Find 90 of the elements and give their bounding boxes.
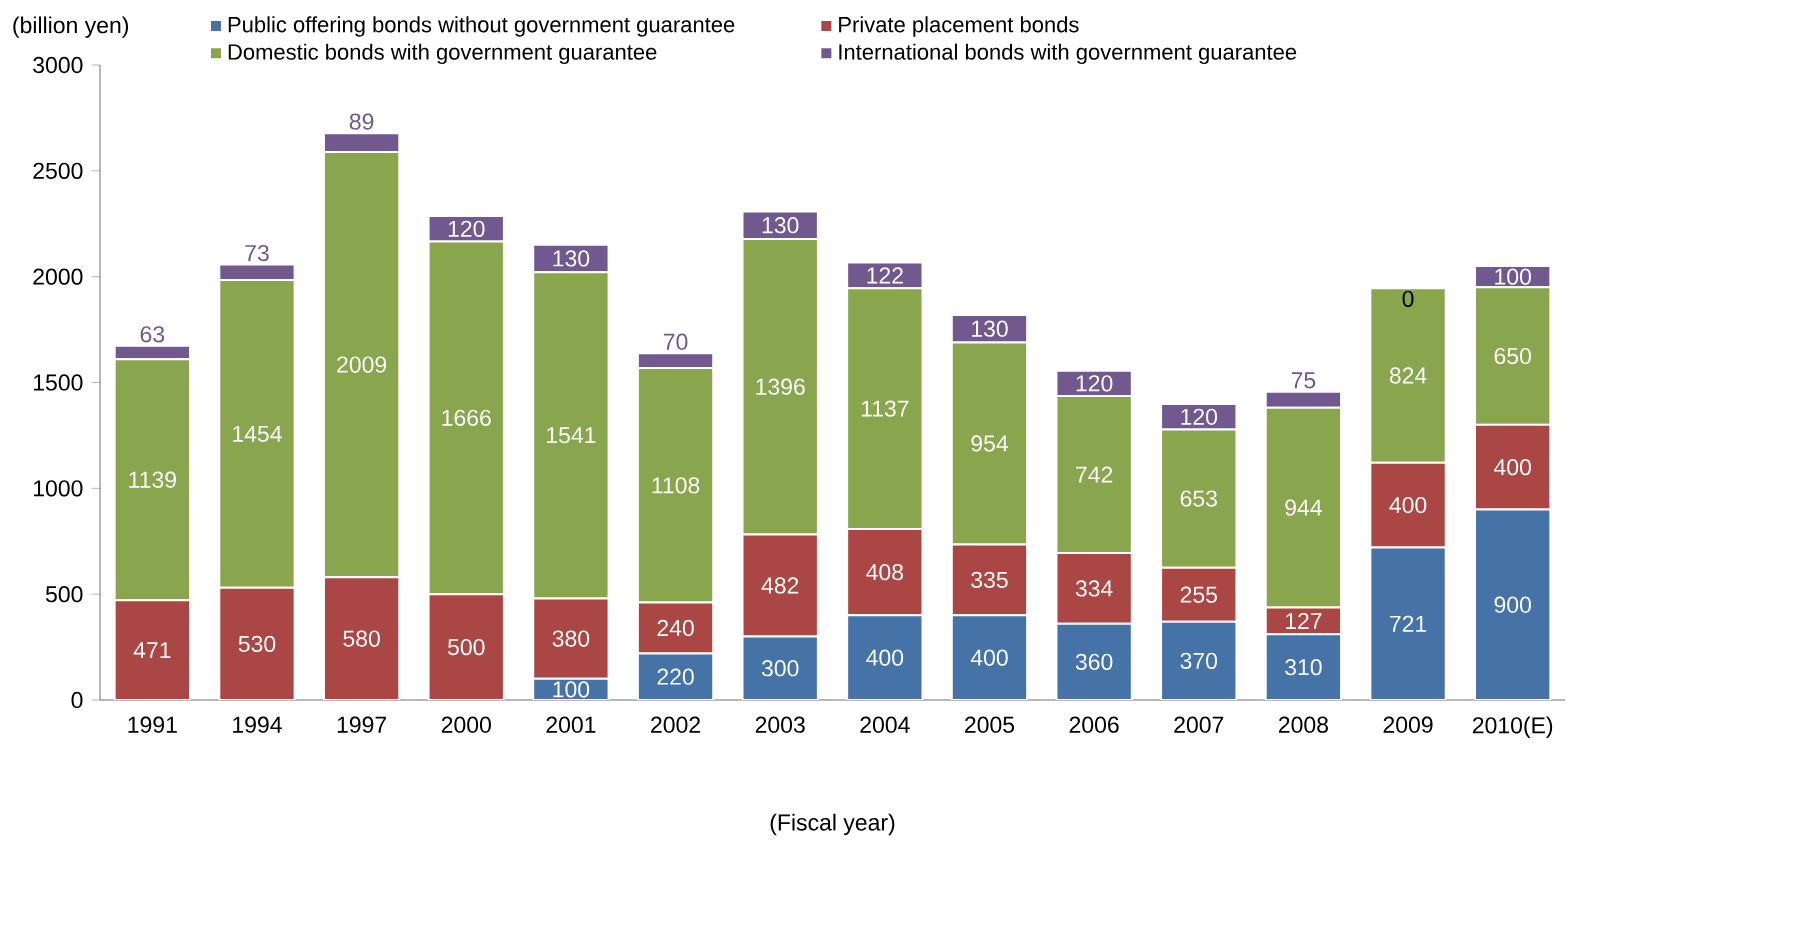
bar bbox=[1369, 461, 1447, 549]
legend-label: Private placement bonds bbox=[839, 16, 1079, 37]
data-label: 1454 bbox=[233, 425, 282, 442]
x-tick-label: 1994 bbox=[233, 716, 282, 733]
legend-label: International bonds with government guarantee bbox=[839, 43, 1297, 65]
x-axis-title: (Fiscal year) bbox=[770, 813, 895, 836]
bar bbox=[218, 586, 296, 700]
y-tick-label: 3000 bbox=[33, 56, 83, 74]
x-tick-label: 2001 bbox=[546, 716, 596, 733]
data-label: 954 bbox=[971, 435, 1008, 452]
data-label: 2009 bbox=[337, 356, 387, 373]
x-tick-label: 2002 bbox=[651, 716, 700, 733]
y-tick-label: 500 bbox=[45, 586, 83, 603]
data-label: 130 bbox=[762, 217, 799, 234]
y-tick-label: 0 bbox=[71, 691, 83, 709]
y-tick-label: 2000 bbox=[33, 268, 83, 285]
bar bbox=[532, 597, 610, 680]
data-label: 471 bbox=[133, 642, 171, 659]
data-label: 370 bbox=[1180, 652, 1218, 669]
data-label: 100 bbox=[553, 681, 590, 698]
legend-label: Public offering bonds without government guarantee bbox=[228, 16, 735, 37]
data-label: 120 bbox=[448, 220, 485, 237]
data-label: 900 bbox=[1494, 596, 1531, 613]
x-tick-label: 2007 bbox=[1174, 716, 1224, 733]
data-label: 1396 bbox=[756, 378, 805, 395]
data-label: 89 bbox=[349, 113, 374, 130]
data-label: 220 bbox=[657, 668, 694, 685]
data-label: 122 bbox=[867, 267, 903, 284]
y-tick-label: 2500 bbox=[33, 162, 83, 179]
x-tick-label: 2000 bbox=[441, 716, 491, 733]
data-label: 824 bbox=[1389, 367, 1427, 384]
legend-label: Domestic bonds with government guarantee bbox=[228, 43, 657, 65]
data-label: 500 bbox=[447, 638, 485, 656]
bar bbox=[322, 576, 401, 700]
y-tick-label: 1500 bbox=[33, 374, 83, 391]
x-tick-label: 2004 bbox=[860, 716, 910, 733]
data-label: 1666 bbox=[442, 409, 491, 426]
data-label: 400 bbox=[1389, 496, 1427, 514]
x-tick-label: 1991 bbox=[128, 716, 177, 733]
data-label: 653 bbox=[1180, 490, 1217, 507]
data-label: 335 bbox=[971, 571, 1008, 588]
data-label: 721 bbox=[1390, 615, 1427, 632]
data-label: 400 bbox=[970, 649, 1008, 666]
data-label: 580 bbox=[343, 630, 380, 647]
data-label: 63 bbox=[140, 326, 165, 343]
data-label: 75 bbox=[1291, 372, 1316, 389]
data-label: 130 bbox=[553, 250, 590, 267]
data-label: 1108 bbox=[652, 477, 700, 494]
data-label: 334 bbox=[1075, 580, 1113, 597]
data-label: 650 bbox=[1494, 347, 1531, 365]
data-label: 73 bbox=[245, 244, 269, 262]
data-label: 300 bbox=[761, 660, 799, 677]
data-label: 400 bbox=[1494, 459, 1531, 476]
bar bbox=[950, 543, 1029, 617]
data-label: 380 bbox=[552, 630, 590, 647]
data-label: 1541 bbox=[547, 427, 596, 444]
data-label: 130 bbox=[972, 320, 1008, 337]
data-label: 944 bbox=[1285, 499, 1322, 516]
data-label: 0 bbox=[1402, 290, 1414, 307]
data-label: 530 bbox=[238, 635, 276, 653]
y-axis-title: (billion yen) bbox=[13, 16, 129, 38]
data-label: 70 bbox=[663, 333, 688, 350]
data-label: 742 bbox=[1076, 466, 1113, 483]
x-tick-label: 2008 bbox=[1278, 716, 1328, 733]
bar bbox=[113, 599, 191, 700]
x-tick-label: 2006 bbox=[1069, 716, 1119, 733]
data-label: 408 bbox=[866, 564, 904, 581]
bar bbox=[1055, 552, 1133, 625]
x-tick-label: 2010(E) bbox=[1472, 716, 1553, 739]
bar bbox=[1474, 423, 1552, 511]
data-label: 1139 bbox=[129, 471, 176, 488]
x-tick-label: 2003 bbox=[755, 716, 805, 733]
data-label: 240 bbox=[657, 619, 694, 637]
x-tick-label: 2009 bbox=[1383, 716, 1433, 733]
data-label: 360 bbox=[1075, 653, 1113, 671]
x-tick-label: 1997 bbox=[337, 716, 387, 733]
y-tick-label: 1000 bbox=[33, 480, 83, 497]
data-label: 482 bbox=[761, 577, 799, 594]
data-label: 127 bbox=[1285, 612, 1322, 629]
data-label: 310 bbox=[1285, 659, 1322, 676]
data-label: 100 bbox=[1495, 268, 1531, 285]
data-label: 1137 bbox=[861, 400, 909, 417]
bar bbox=[427, 593, 505, 700]
bar bbox=[846, 527, 924, 617]
x-tick-label: 2005 bbox=[965, 716, 1015, 733]
data-label: 400 bbox=[866, 649, 904, 666]
data-label: 120 bbox=[1181, 408, 1218, 425]
data-label: 120 bbox=[1076, 375, 1113, 392]
data-label: 255 bbox=[1180, 586, 1217, 603]
bar bbox=[741, 533, 819, 638]
